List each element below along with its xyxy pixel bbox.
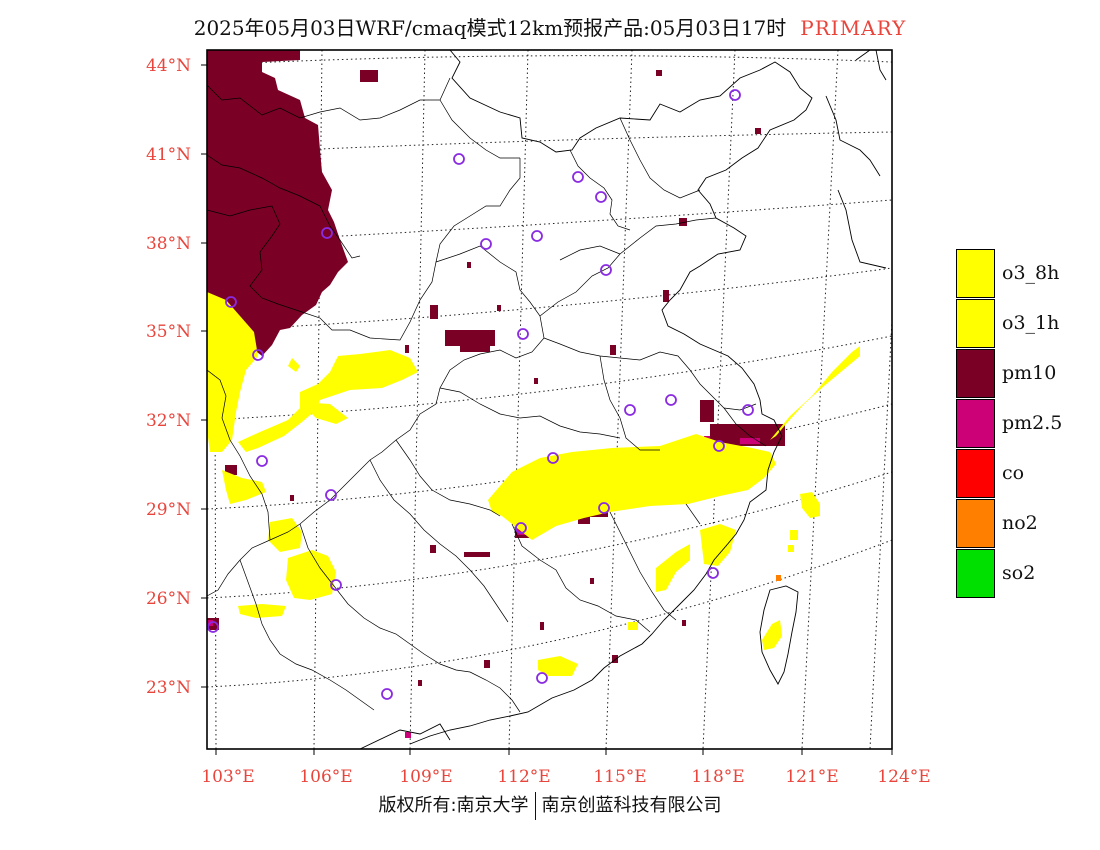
legend-label: pm10: [1002, 362, 1057, 384]
latitude-labels: 44°N 41°N 38°N 35°N 32°N 29°N 26°N 23°N: [146, 56, 191, 698]
legend-label: co: [1002, 462, 1025, 484]
graticule: [207, 50, 892, 749]
legend-label: so2: [1002, 562, 1036, 584]
lat-label: 29°N: [146, 500, 191, 520]
map-title: 2025年05月03日WRF/cmaq模式12km预报产品:05月03日17时 P…: [0, 12, 1100, 41]
lon-label: 118°E: [691, 767, 744, 787]
legend-item: o3_8h: [956, 249, 1100, 299]
copyright-separator: [534, 792, 536, 820]
lon-label: 106°E: [299, 767, 352, 787]
legend-swatch: [956, 349, 995, 398]
legend-swatch: [956, 249, 995, 298]
lat-label: 38°N: [146, 234, 191, 254]
lon-label: 124°E: [877, 767, 930, 787]
legend-swatch: [956, 549, 995, 598]
no2-spot: [776, 575, 781, 581]
longitude-labels: 103°E 106°E 109°E 112°E 115°E 118°E 121°…: [201, 767, 930, 787]
legend-swatch: [956, 499, 995, 548]
legend-item: so2: [956, 549, 1100, 599]
lat-label: 26°N: [146, 589, 191, 609]
legend-label: o3_8h: [1002, 262, 1060, 284]
station-markers: [207, 89, 754, 700]
legend-label: no2: [1002, 512, 1038, 534]
lat-label: 32°N: [146, 411, 191, 431]
o3-region: [207, 292, 860, 676]
province-lines: [207, 77, 767, 713]
copyright-right: 南京创蓝科技有限公司: [541, 795, 722, 816]
copyright-left: 版权所有:南京大学: [378, 795, 529, 816]
lat-label: 23°N: [146, 678, 191, 698]
boundaries: [359, 50, 887, 749]
axis-ticks: [201, 64, 893, 755]
map-frame-border: [206, 49, 893, 750]
title-primary-tag: PRIMARY: [800, 16, 907, 40]
legend-swatch: [956, 449, 995, 498]
legend-item: o3_1h: [956, 299, 1100, 349]
lon-label: 115°E: [593, 767, 646, 787]
legend-item: co: [956, 449, 1100, 499]
lat-label: 44°N: [146, 56, 191, 76]
legend-swatch: [956, 399, 995, 448]
legend-item: pm10: [956, 349, 1100, 399]
legend-item: pm2.5: [956, 399, 1100, 449]
legend: o3_8h o3_1h pm10 pm2.5 co no2 so2: [956, 249, 1100, 599]
legend-label: o3_1h: [1002, 312, 1060, 334]
lat-label: 41°N: [146, 145, 191, 165]
legend-item: no2: [956, 499, 1100, 549]
title-main: 2025年05月03日WRF/cmaq模式12km预报产品:05月03日17时: [193, 16, 787, 40]
legend-label: pm2.5: [1002, 412, 1063, 434]
lon-label: 109°E: [399, 767, 452, 787]
copyright: 版权所有:南京大学 南京创蓝科技有限公司: [0, 791, 1100, 820]
legend-swatch: [956, 299, 995, 348]
lon-label: 103°E: [201, 767, 254, 787]
lon-label: 112°E: [497, 767, 550, 787]
lat-label: 35°N: [146, 322, 191, 342]
lon-label: 121°E: [785, 767, 838, 787]
